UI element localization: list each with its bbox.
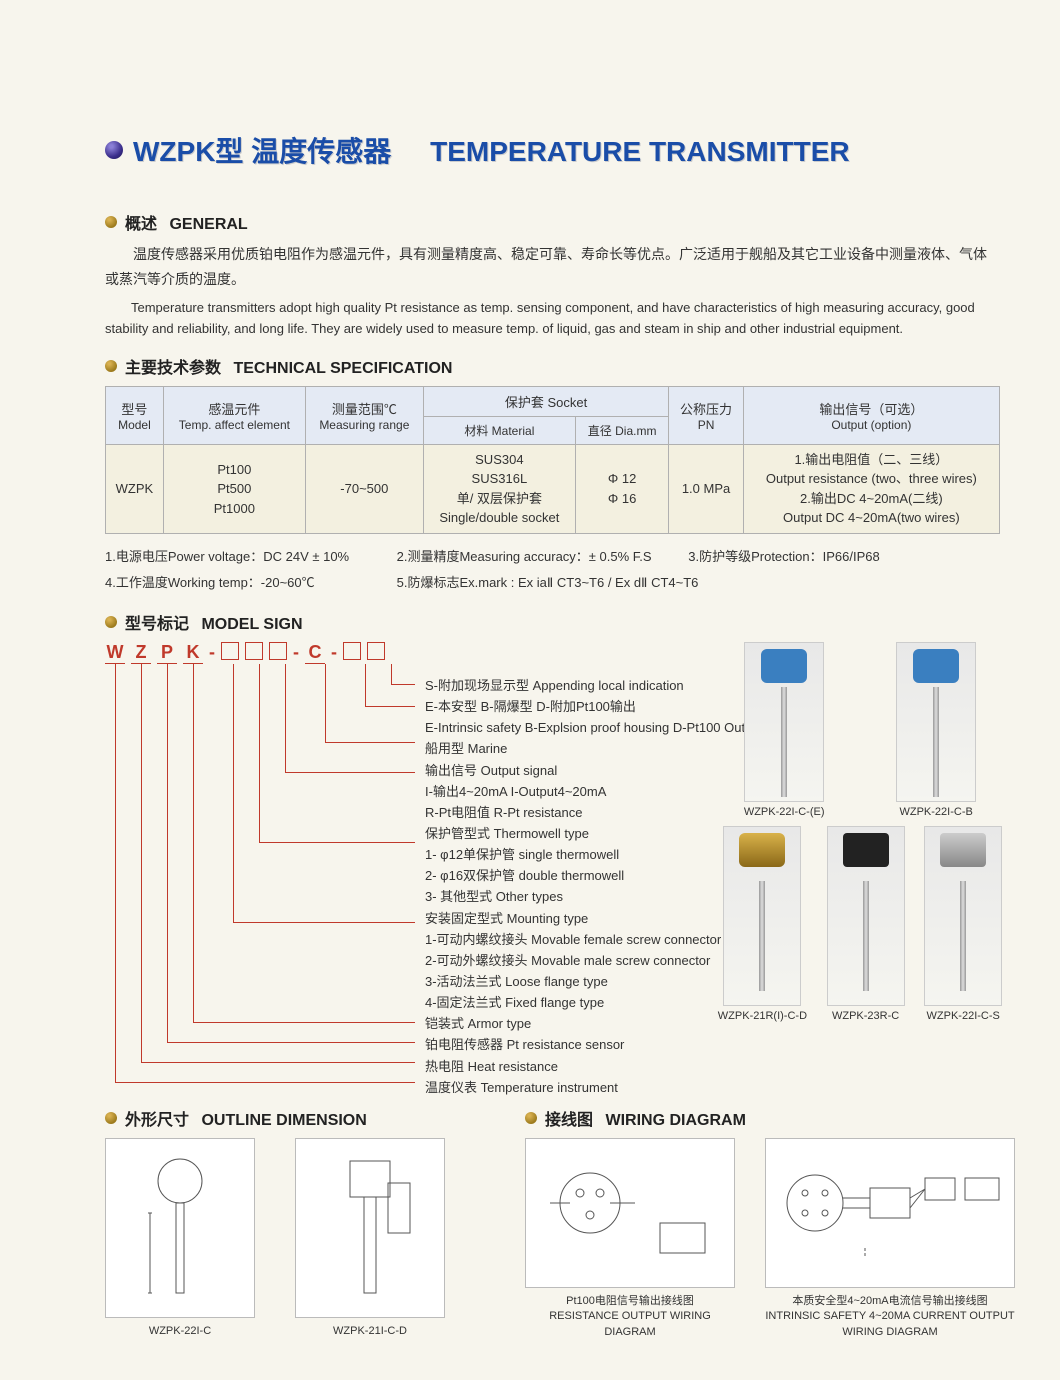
code-char: P <box>157 642 177 664</box>
bullet-icon <box>105 216 117 228</box>
page-title-row: WZPK型 温度传感器 TEMPERATURE TRANSMITTER <box>105 130 1000 170</box>
cell-diameter: Φ 12 Φ 16 <box>575 444 668 533</box>
bullet-icon <box>525 1112 537 1124</box>
section-wiring: 接线图 WIRING DIAGRAM <box>525 1106 1015 1130</box>
photo-label: WZPK-23R-C <box>832 1010 899 1022</box>
code-char: K <box>183 642 203 664</box>
cell-output: 1.输出电阻值（二、三线） Output resistance (two、thr… <box>743 444 999 533</box>
section-general: 概述 GENERAL <box>105 210 1000 234</box>
bullet-icon <box>105 360 117 372</box>
photo-label: WZPK-22I-C-S <box>927 1010 1000 1022</box>
section-label-en: TECHNICAL SPECIFICATION <box>233 360 452 377</box>
wiring-cap-cn: Pt100电阻信号输出接线图 <box>525 1294 735 1309</box>
th-socket: 保护套 Socket <box>423 386 669 416</box>
photo-label: WZPK-21R(I)-C-D <box>718 1010 807 1022</box>
general-text-cn: 温度传感器采用优质铂电阻作为感温元件，具有测量精度高、稳定可靠、寿命长等优点。广… <box>105 242 1000 292</box>
cell-elements: Pt100 Pt500 Pt1000 <box>163 444 305 533</box>
th-model-cn: 型号 <box>112 399 157 418</box>
photo-label: WZPK-22I-C-(E) <box>744 806 825 818</box>
wiring-drawing: Pt100电阻信号输出接线图 RESISTANCE OUTPUT WIRING … <box>525 1138 735 1340</box>
section-label-cn: 外形尺寸 <box>125 1112 189 1129</box>
product-photos: WZPK-22I-C-(E) WZPK-22I-C-B WZPK-21R(I)-… <box>710 642 1010 1030</box>
code-box <box>367 642 385 660</box>
section-label-en: MODEL SIGN <box>201 616 302 633</box>
section-label-cn: 接线图 <box>545 1112 593 1129</box>
section-tech: 主要技术参数 TECHNICAL SPECIFICATION <box>105 354 1000 378</box>
photo-item: WZPK-23R-C <box>827 826 905 1022</box>
code-char: W <box>105 642 125 664</box>
outline-drawing: WZPK-22I-C <box>105 1138 255 1339</box>
bullet-icon <box>105 1112 117 1124</box>
code-box <box>245 642 263 660</box>
photo-item: WZPK-22I-C-(E) <box>744 642 825 818</box>
wiring-cap-en: RESISTANCE OUTPUT WIRING DIAGRAM <box>525 1309 735 1340</box>
wiring-cap-en: INTRINSIC SAFETY 4~20MA CURRENT OUTPUT W… <box>765 1309 1015 1340</box>
title-cn: WZPK型 温度传感器 <box>133 136 391 167</box>
section-label-cn: 型号标记 <box>125 616 189 633</box>
outline-label: WZPK-21I-C-D <box>295 1324 445 1339</box>
spec-table: 型号Model 感温元件Temp. affect element 测量范围℃Me… <box>105 386 1000 534</box>
section-outline: 外形尺寸 OUTLINE DIMENSION <box>105 1106 485 1130</box>
section-label-en: GENERAL <box>169 216 247 233</box>
cell-material: SUS304 SUS316L 单/ 双层保护套 Single/double so… <box>423 444 575 533</box>
photo-item: WZPK-22I-C-B <box>896 642 976 818</box>
th-output-en: Output (option) <box>750 418 993 432</box>
section-label-en: WIRING DIAGRAM <box>605 1112 745 1129</box>
th-pressure-cn: 公称压力 <box>675 399 736 418</box>
code-box <box>343 642 361 660</box>
page-title: WZPK型 温度传感器 TEMPERATURE TRANSMITTER <box>133 130 850 170</box>
cell-model: WZPK <box>106 444 164 533</box>
bullet-icon <box>105 141 123 159</box>
note-2: 2.测量精度Measuring accuracy：± 0.5% F.S <box>397 544 667 570</box>
note-5: 5.防爆标志Ex.mark : Ex iaⅡ CT3~T6 / Ex dⅡ CT… <box>397 570 699 596</box>
th-material: 材料 Material <box>423 416 575 444</box>
note-3: 3.防护等级Protection：IP66/IP68 <box>688 544 958 570</box>
th-range-cn: 测量范围℃ <box>312 399 417 418</box>
desc-row: 温度仪表 Temperature instrument <box>425 1078 775 1098</box>
photo-item: WZPK-21R(I)-C-D <box>718 826 807 1022</box>
th-range-en: Measuring range <box>312 418 417 432</box>
cell-range: -70~500 <box>305 444 423 533</box>
bullet-icon <box>105 616 117 628</box>
code-char: - <box>209 642 215 664</box>
outline-label: WZPK-22I-C <box>105 1324 255 1339</box>
th-output-cn: 输出信号（可选） <box>750 399 993 418</box>
title-en: TEMPERATURE TRANSMITTER <box>430 136 849 167</box>
th-element-cn: 感温元件 <box>170 399 299 418</box>
th-pressure-en: PN <box>675 418 736 432</box>
wiring-drawing: 本质安全型4~20mA电流信号输出接线图 INTRINSIC SAFETY 4~… <box>765 1138 1015 1340</box>
code-char: C <box>305 642 325 664</box>
code-char: Z <box>131 642 151 664</box>
code-box <box>221 642 239 660</box>
outline-drawing: WZPK-21I-C-D <box>295 1138 445 1339</box>
table-row: WZPK Pt100 Pt500 Pt1000 -70~500 SUS304 S… <box>106 444 1000 533</box>
tech-notes: 1.电源电压Power voltage：DC 24V ± 10% 2.测量精度M… <box>105 544 1000 596</box>
wiring-cap-cn: 本质安全型4~20mA电流信号输出接线图 <box>765 1294 1015 1309</box>
general-text-en: Temperature transmitters adopt high qual… <box>105 298 1000 340</box>
code-char: - <box>293 642 299 664</box>
th-diameter: 直径 Dia.mm <box>575 416 668 444</box>
section-model: 型号标记 MODEL SIGN <box>105 610 1000 634</box>
desc-row: 热电阻 Heat resistance <box>425 1057 775 1077</box>
section-label-cn: 概述 <box>125 216 157 233</box>
th-element-en: Temp. affect element <box>170 418 299 432</box>
code-char: - <box>331 642 337 664</box>
desc-row: 铂电阻传感器 Pt resistance sensor <box>425 1035 775 1055</box>
model-sign-diagram: W Z P K - - C - S-附加现场显示型 Appending loca… <box>105 642 1000 1092</box>
photo-label: WZPK-22I-C-B <box>899 806 972 818</box>
code-box <box>269 642 287 660</box>
cell-pressure: 1.0 MPa <box>669 444 743 533</box>
model-code: W Z P K - - C - <box>105 642 385 664</box>
note-4: 4.工作温度Working temp：-20~60℃ <box>105 570 375 596</box>
section-label-cn: 主要技术参数 <box>125 360 221 377</box>
photo-item: WZPK-22I-C-S <box>924 826 1002 1022</box>
note-1: 1.电源电压Power voltage：DC 24V ± 10% <box>105 544 375 570</box>
th-model-en: Model <box>112 418 157 432</box>
section-label-en: OUTLINE DIMENSION <box>201 1112 366 1129</box>
